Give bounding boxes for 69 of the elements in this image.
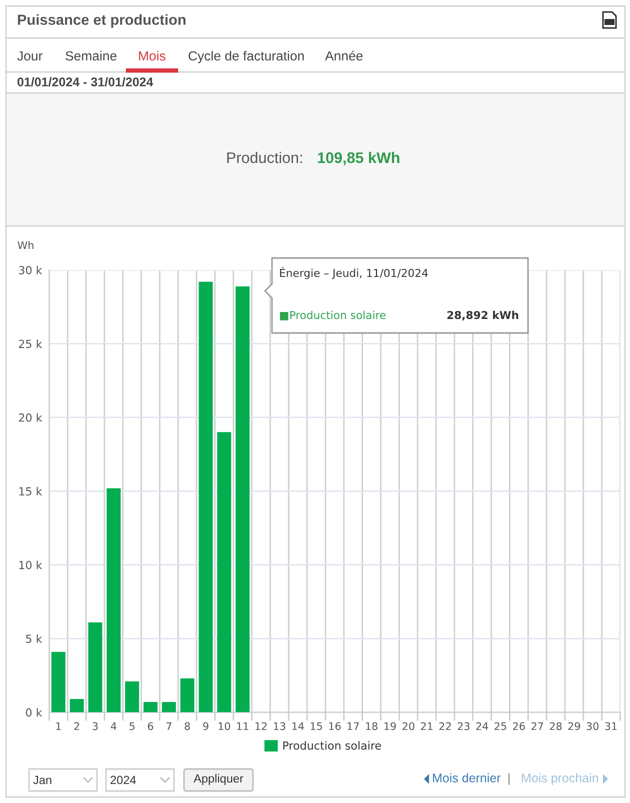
x-tick-label: 29 (568, 722, 580, 730)
x-tick-label: 16 (329, 722, 341, 730)
text: Jour (17, 51, 42, 61)
text: Jan (33, 776, 52, 784)
x-tick-label: 22 (439, 722, 451, 730)
x-tick-label: 14 (292, 722, 304, 730)
chart-title: Puissance et production (18, 14, 186, 28)
y-tick-label: 20 k (18, 413, 42, 422)
x-tick-label: 5 (130, 722, 134, 730)
text: Mois dernier (433, 773, 501, 782)
bar (217, 432, 232, 712)
y-tick-label: 25 k (18, 339, 42, 348)
x-tick-label: 12 (256, 722, 267, 730)
bar (51, 652, 66, 712)
annotation: 28,892 kWh (447, 310, 518, 321)
x-tick-label: 11 (237, 722, 248, 730)
x-tick-label: 10 (218, 722, 230, 730)
y-tick-label: 0 k (26, 708, 42, 717)
annotation: ■Production solaire (280, 310, 386, 320)
bar (88, 622, 102, 712)
x-tick-label: 17 (348, 722, 359, 730)
bar (125, 681, 140, 712)
x-tick-label: 8 (184, 722, 190, 730)
x-tick-label: 2 (74, 722, 80, 730)
bar (106, 488, 121, 712)
x-tick-label: 28 (550, 722, 562, 730)
x-tick-label: 18 (366, 722, 378, 730)
text: 109,85 kWh (318, 152, 400, 166)
y-axis-title: Wh (18, 241, 34, 249)
bar (236, 286, 250, 712)
x-tick-label: 25 (494, 722, 506, 730)
y-tick-label: 5 k (26, 634, 42, 643)
text: | (508, 773, 510, 785)
y-tick-label: 15 k (19, 486, 42, 496)
bar (162, 702, 176, 712)
bar (144, 702, 158, 712)
text: Cycle de facturation (188, 50, 304, 64)
x-tick-label: 1 (56, 722, 61, 730)
bar (180, 678, 194, 712)
bar (70, 699, 84, 712)
x-tick-label: 30 (586, 722, 599, 730)
x-tick-label: 24 (476, 722, 488, 730)
y-tick-label: 30 k (19, 266, 42, 274)
x-tick-label: 7 (166, 722, 172, 730)
text: Mois (139, 50, 166, 61)
text: Semaine (66, 50, 116, 61)
x-tick-label: 15 (310, 722, 322, 730)
x-tick-label: 9 (203, 722, 208, 730)
text: Production: (227, 152, 302, 164)
chart-subtitle: 01/01/2024 - 31/01/2024 (17, 77, 154, 86)
text: Année (325, 50, 363, 61)
x-tick-label: 20 (402, 722, 414, 730)
x-tick-label: 13 (274, 722, 286, 730)
x-tick-label: 23 (458, 722, 470, 730)
bar (198, 282, 213, 712)
x-tick-label: 19 (384, 722, 396, 730)
y-tick-label: 10 k (19, 560, 42, 570)
x-tick-label: 6 (148, 722, 154, 730)
x-tick-label: 27 (531, 722, 544, 730)
x-tick-label: 26 (513, 722, 525, 730)
annotation: Énergie – Jeudi, 11/01/2024 (280, 266, 428, 280)
x-tick-label: 21 (420, 722, 432, 730)
text: Appliquer (194, 774, 244, 786)
x-tick-label: 31 (605, 722, 617, 730)
text: Mois prochain (522, 773, 598, 785)
text: 2024 (110, 776, 136, 784)
x-tick-label: 3 (92, 722, 98, 730)
legend-label: Production solaire (283, 741, 381, 750)
x-tick-label: 4 (110, 722, 116, 730)
